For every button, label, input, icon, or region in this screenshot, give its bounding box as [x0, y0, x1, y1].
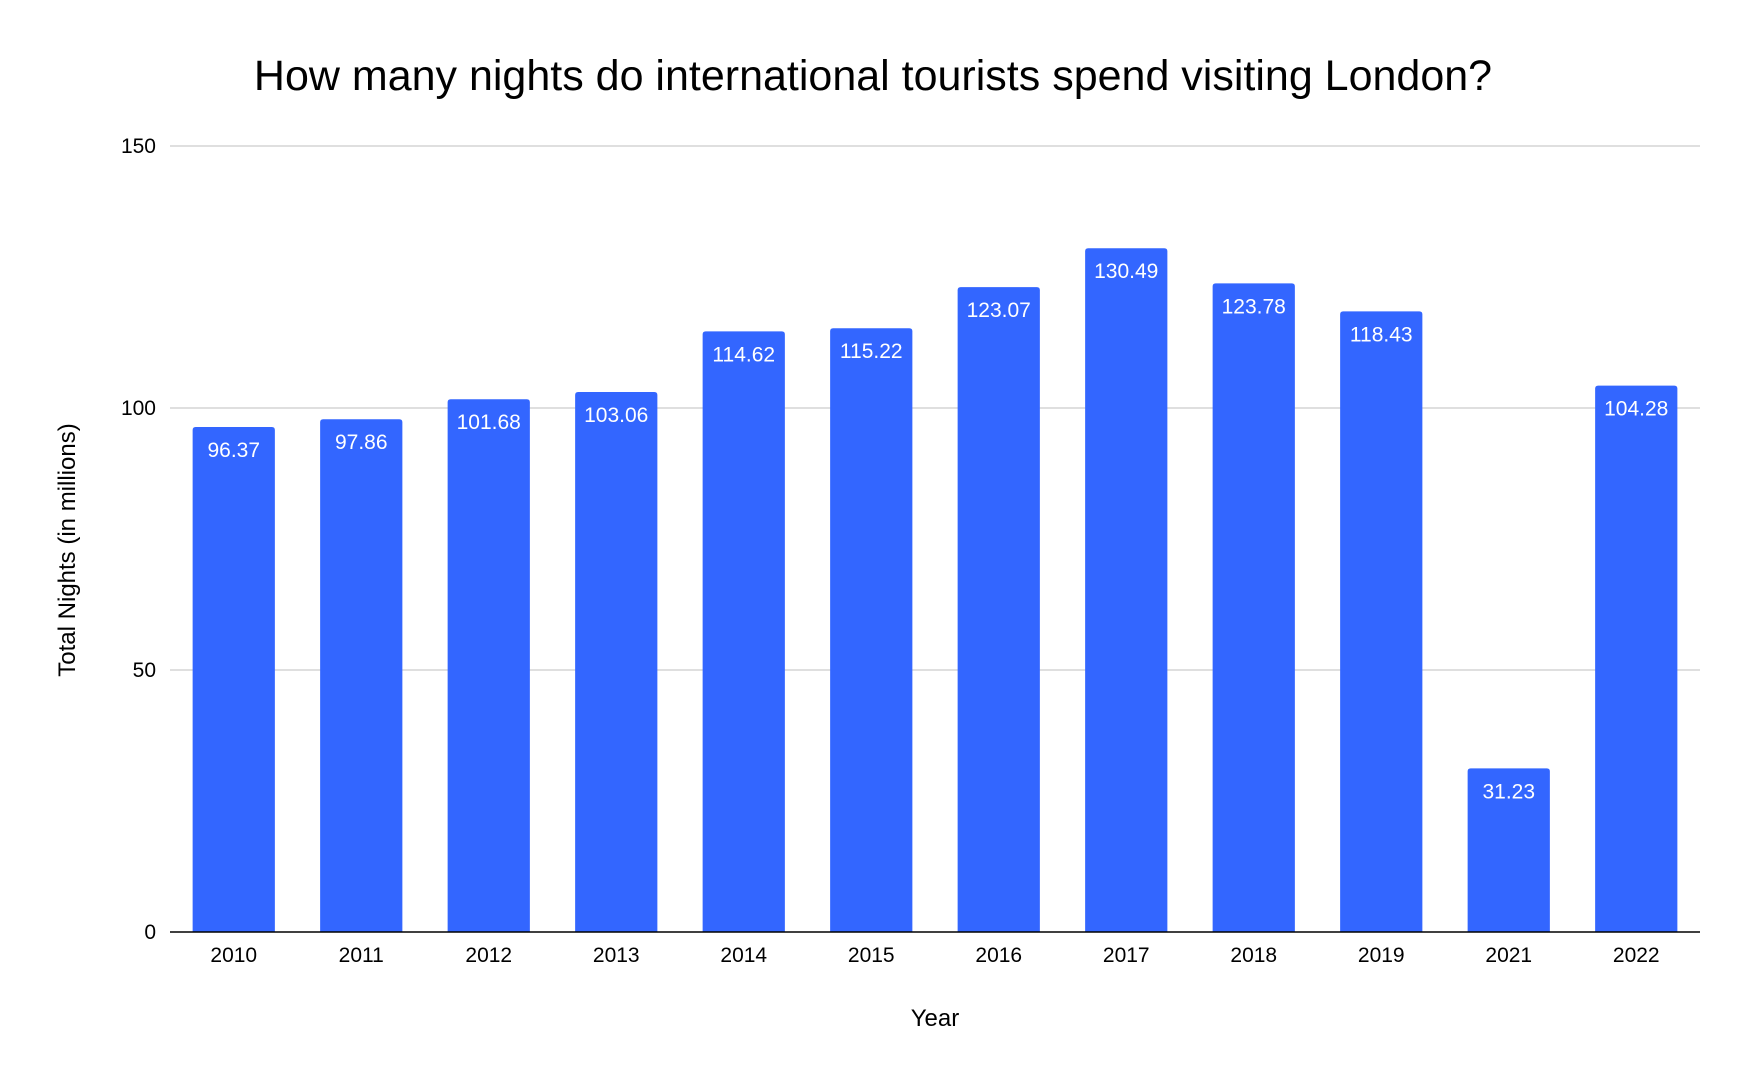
bar-2016 — [957, 287, 1040, 933]
data-label-2021: 31.23 — [1482, 780, 1535, 803]
x-tick-label-2017: 2017 — [1103, 944, 1150, 967]
x-axis-ticks: 2010 2011 2012 2013 2014 2015 2016 2017 2018 2019… — [210, 944, 1659, 967]
bar-2014 — [702, 331, 785, 932]
data-label-2022: 104.28 — [1604, 398, 1668, 421]
x-tick-label-2019: 2019 — [1358, 944, 1405, 967]
data-label-2018: 123.78 — [1222, 295, 1286, 318]
x-tick-label-2018: 2018 — [1230, 944, 1277, 967]
bar-2015 — [830, 328, 913, 932]
x-tick-label-2015: 2015 — [848, 944, 895, 967]
bar-2021 — [1467, 768, 1550, 932]
x-tick-label-2014: 2014 — [720, 944, 767, 967]
data-label-2015: 115.22 — [840, 340, 903, 363]
data-label-2016: 123.07 — [967, 299, 1031, 322]
x-tick-label-2021: 2021 — [1485, 944, 1532, 967]
bar-2012 — [447, 399, 530, 933]
bar-2010 — [192, 427, 275, 932]
x-axis-title: Year — [911, 1005, 960, 1032]
bars — [192, 248, 1678, 933]
data-label-2013: 103.06 — [584, 404, 648, 427]
y-tick-label: 100 — [121, 397, 156, 420]
x-tick-label-2016: 2016 — [975, 944, 1022, 967]
bar-2018 — [1212, 283, 1295, 932]
y-tick-label: 0 — [144, 921, 156, 944]
y-tick-label: 50 — [133, 659, 156, 682]
data-label-2014: 114.62 — [712, 343, 775, 366]
x-tick-label-2013: 2013 — [593, 944, 640, 967]
data-label-2019: 118.43 — [1350, 323, 1413, 346]
data-label-2011: 97.86 — [335, 431, 388, 454]
x-tick-label-2010: 2010 — [210, 944, 257, 967]
bar-2013 — [575, 391, 658, 933]
x-tick-label-2011: 2011 — [339, 944, 384, 967]
x-tick-label-2012: 2012 — [465, 944, 512, 967]
data-labels: 96.37 97.86 101.68 103.06 114.62 115.22 123.07… — [207, 260, 1668, 803]
data-label-2010: 96.37 — [207, 439, 260, 462]
bar-2022 — [1595, 385, 1678, 932]
bar-2019 — [1340, 311, 1423, 933]
gridlines — [170, 145, 1700, 671]
data-label-2017: 130.49 — [1094, 260, 1158, 283]
y-axis-ticks: 0 50 100 150 — [121, 135, 156, 944]
chart-title: How many nights do international tourist… — [254, 52, 1492, 100]
y-axis-title: Total Nights (in millions) — [54, 423, 81, 676]
bar-2011 — [320, 419, 403, 932]
bar-2017 — [1085, 248, 1168, 932]
y-tick-label: 150 — [121, 135, 156, 158]
x-tick-label-2022: 2022 — [1613, 944, 1660, 967]
data-label-2012: 101.68 — [457, 411, 521, 434]
